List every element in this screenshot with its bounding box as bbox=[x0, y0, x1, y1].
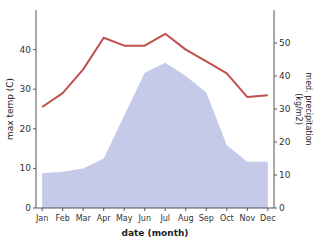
y-tick bbox=[33, 168, 36, 169]
temp-line bbox=[42, 34, 268, 107]
y-tick bbox=[33, 128, 36, 129]
y-tick-label: 0 bbox=[25, 203, 31, 213]
y-tick bbox=[33, 89, 36, 90]
y2-axis-label: med. precipitation(kg/m2) bbox=[294, 72, 313, 145]
x-tick-label: Jun bbox=[137, 214, 151, 223]
x-tick-label: May bbox=[116, 214, 133, 223]
y-axis-label: max temp (C) bbox=[5, 78, 15, 140]
x-tick bbox=[83, 208, 84, 211]
y-tick bbox=[33, 49, 36, 50]
y2-tick-label: 40 bbox=[279, 71, 291, 81]
x-tick bbox=[247, 208, 248, 211]
y2-tick bbox=[274, 43, 277, 44]
x-tick-label: Aug bbox=[178, 214, 194, 223]
x-tick-label: Sep bbox=[199, 214, 214, 223]
y2-tick bbox=[274, 175, 277, 176]
y-tick-label: 30 bbox=[20, 84, 32, 94]
y-tick-label: 10 bbox=[20, 163, 32, 173]
x-tick bbox=[185, 208, 186, 211]
y2-tick bbox=[274, 208, 277, 209]
x-tick-label: Jan bbox=[35, 214, 48, 223]
x-tick-label: Jul bbox=[159, 214, 170, 223]
x-tick bbox=[165, 208, 166, 211]
y2-tick bbox=[274, 109, 277, 110]
x-tick-label: Mar bbox=[76, 214, 92, 223]
y2-tick-label: 0 bbox=[279, 203, 285, 213]
x-tick bbox=[206, 208, 207, 211]
y2-axis-label-line: (kg/m2) bbox=[294, 93, 303, 125]
x-tick bbox=[124, 208, 125, 211]
x-tick-label: Nov bbox=[240, 214, 256, 223]
chart: 0 10 20 30 40 0 10 20 30 40 50 Jan Feb Mar Apr May Jun Ju… bbox=[0, 0, 318, 242]
y-tick-label: 20 bbox=[20, 124, 32, 134]
rain-area bbox=[42, 63, 268, 208]
x-tick bbox=[103, 208, 104, 211]
plot-area bbox=[42, 34, 268, 208]
y-tick bbox=[33, 208, 36, 209]
x-tick bbox=[267, 208, 268, 211]
x-tick-label: Dec bbox=[260, 214, 275, 223]
x-tick bbox=[42, 208, 43, 211]
x-tick-label: Apr bbox=[97, 214, 112, 223]
y2-axis-label-line: med. precipitation bbox=[304, 72, 313, 145]
y2-tick-label: 30 bbox=[279, 104, 291, 114]
x-tick bbox=[226, 208, 227, 211]
y2-tick bbox=[274, 76, 277, 77]
y2-tick-label: 20 bbox=[279, 137, 291, 147]
x-axis-label: date (month) bbox=[122, 228, 189, 238]
x-tick-label: Feb bbox=[56, 214, 70, 223]
x-tick bbox=[144, 208, 145, 211]
y-tick-label: 40 bbox=[20, 45, 32, 55]
x-tick bbox=[62, 208, 63, 211]
axes: 0 10 20 30 40 0 10 20 30 40 50 Jan Feb Mar Apr May Jun Ju… bbox=[20, 10, 291, 223]
y-axis-line bbox=[36, 10, 37, 208]
x-axis-line bbox=[36, 208, 274, 209]
y2-tick-label: 10 bbox=[279, 170, 291, 180]
y2-tick-label: 50 bbox=[279, 38, 291, 48]
y2-tick bbox=[274, 142, 277, 143]
x-tick-label: Oct bbox=[220, 214, 234, 223]
